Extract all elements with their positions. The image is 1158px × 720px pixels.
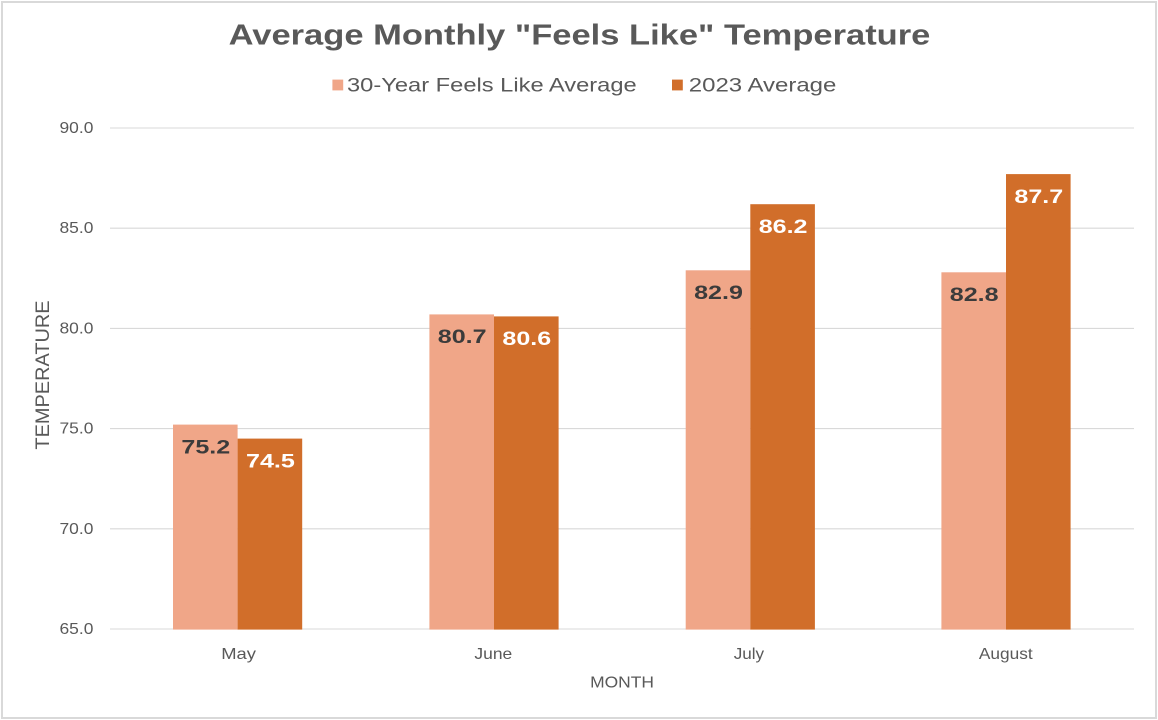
svg-text:82.8: 82.8 bbox=[950, 284, 999, 305]
svg-text:80.7: 80.7 bbox=[438, 326, 487, 347]
svg-text:May: May bbox=[221, 644, 256, 663]
svg-text:65.0: 65.0 bbox=[59, 619, 93, 637]
svg-text:Average Monthly "Feels Like" T: Average Monthly "Feels Like" Temperature bbox=[229, 18, 931, 51]
svg-text:July: July bbox=[734, 645, 765, 663]
svg-text:2023 Average: 2023 Average bbox=[689, 74, 837, 96]
svg-text:TEMPERATURE: TEMPERATURE bbox=[32, 300, 53, 449]
svg-text:75.0: 75.0 bbox=[59, 419, 93, 437]
svg-text:80.0: 80.0 bbox=[59, 319, 93, 337]
svg-text:30-Year Feels Like Average: 30-Year Feels Like Average bbox=[347, 75, 637, 96]
svg-text:87.7: 87.7 bbox=[1014, 186, 1063, 207]
svg-text:74.5: 74.5 bbox=[246, 450, 295, 471]
svg-text:86.2: 86.2 bbox=[759, 216, 808, 237]
svg-text:MONTH: MONTH bbox=[590, 673, 654, 691]
svg-text:82.9: 82.9 bbox=[694, 282, 743, 303]
svg-text:75.2: 75.2 bbox=[181, 436, 230, 457]
svg-text:90.0: 90.0 bbox=[59, 119, 93, 137]
svg-text:85.0: 85.0 bbox=[59, 219, 93, 237]
svg-text:August: August bbox=[979, 645, 1033, 663]
svg-text:June: June bbox=[474, 645, 512, 663]
svg-text:80.6: 80.6 bbox=[502, 328, 551, 349]
svg-text:70.0: 70.0 bbox=[59, 519, 93, 537]
